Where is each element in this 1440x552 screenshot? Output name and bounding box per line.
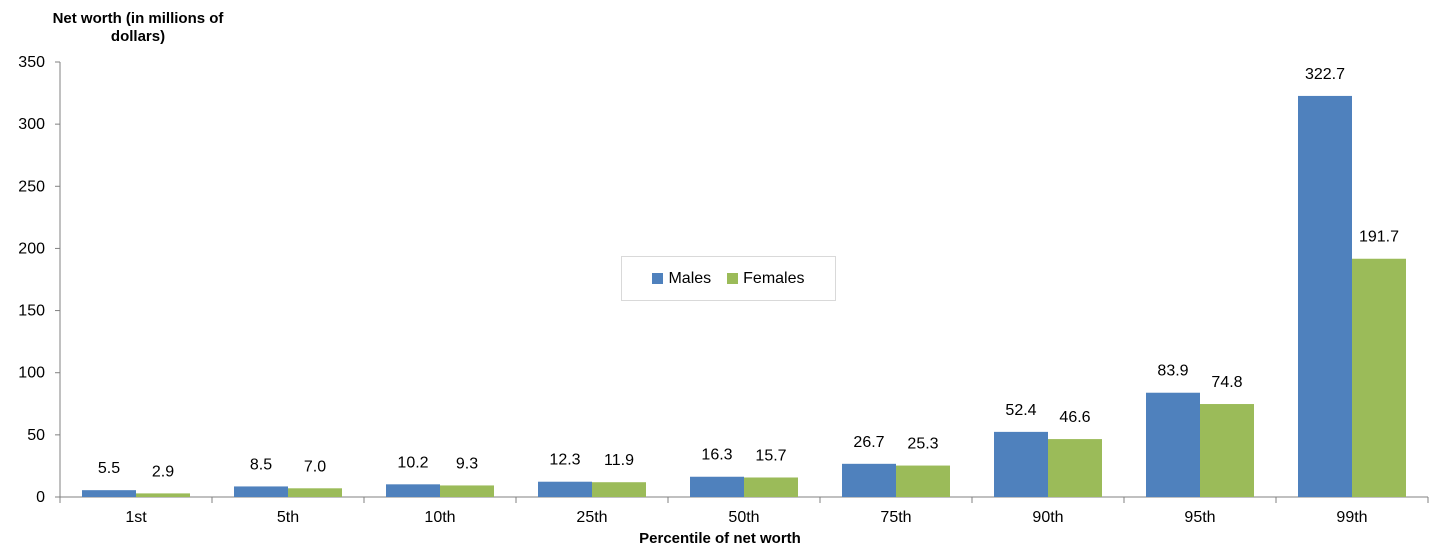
- data-label: 5.5: [98, 460, 120, 477]
- bar-females: [440, 485, 494, 497]
- data-label: 11.9: [604, 452, 634, 469]
- bar-males: [842, 463, 896, 497]
- y-tick-label: 0: [36, 489, 45, 506]
- bar-males: [538, 481, 592, 497]
- data-label: 10.2: [397, 454, 428, 471]
- bar-males: [690, 476, 744, 497]
- data-label: 2.9: [152, 463, 174, 480]
- x-tick-label: 95th: [1184, 509, 1215, 526]
- bar-females: [136, 493, 190, 497]
- data-label: 12.3: [549, 452, 580, 469]
- x-tick-label: 50th: [728, 509, 759, 526]
- y-tick-label: 350: [18, 54, 45, 71]
- y-axis-title-line-2: dollars): [110, 28, 166, 45]
- data-label: 7.0: [304, 458, 326, 475]
- bar-females: [896, 465, 950, 497]
- data-label: 25.3: [907, 436, 938, 453]
- data-label: 322.7: [1305, 66, 1345, 83]
- legend-swatch-males: [652, 273, 664, 284]
- x-tick-label: 25th: [576, 509, 607, 526]
- data-label: 8.5: [250, 456, 272, 473]
- bar-females: [288, 488, 342, 497]
- bar-females: [1200, 404, 1254, 497]
- y-tick-label: 50: [27, 427, 45, 444]
- data-label: 26.7: [853, 434, 884, 451]
- x-axis-title: Percentile of net worth: [639, 530, 801, 547]
- data-label: 74.8: [1211, 374, 1242, 391]
- y-tick-label: 100: [18, 365, 45, 382]
- bar-males: [994, 431, 1048, 497]
- data-label: 191.7: [1359, 229, 1399, 246]
- data-label: 15.7: [755, 447, 786, 464]
- bar-females: [592, 482, 646, 497]
- bar-males: [386, 484, 440, 497]
- x-tick-label: 10th: [424, 509, 455, 526]
- y-tick-label: 250: [18, 178, 45, 195]
- x-tick-label: 99th: [1336, 509, 1367, 526]
- y-tick-label: 150: [18, 303, 45, 320]
- data-label: 9.3: [456, 455, 478, 472]
- legend-item-males: Males: [652, 270, 711, 288]
- y-tick-label: 300: [18, 116, 45, 133]
- y-axis-title: Net worth (in millions of dollars): [8, 10, 268, 46]
- bar-males: [234, 486, 288, 497]
- x-tick-label: 90th: [1032, 509, 1063, 526]
- bar-females: [1048, 439, 1102, 497]
- data-label: 83.9: [1157, 363, 1188, 380]
- data-label: 46.6: [1059, 409, 1090, 426]
- y-tick-label: 200: [18, 240, 45, 257]
- legend: Males Females: [621, 256, 836, 301]
- bar-males: [1146, 392, 1200, 497]
- y-axis-title-line-1: Net worth (in millions of: [52, 10, 224, 27]
- bar-females: [744, 477, 798, 497]
- x-tick-label: 1st: [125, 509, 147, 526]
- x-tick-label: 5th: [277, 509, 299, 526]
- bar-males: [82, 490, 136, 497]
- bar-males: [1298, 95, 1352, 498]
- legend-item-females: Females: [727, 269, 805, 288]
- legend-label-males: Males: [668, 269, 712, 287]
- data-label: 52.4: [1005, 402, 1036, 419]
- data-label: 16.3: [701, 447, 732, 464]
- x-tick-label: 75th: [880, 509, 911, 526]
- bar-females: [1352, 258, 1406, 497]
- legend-label-females: Females: [743, 269, 805, 287]
- legend-swatch-females: [727, 273, 739, 284]
